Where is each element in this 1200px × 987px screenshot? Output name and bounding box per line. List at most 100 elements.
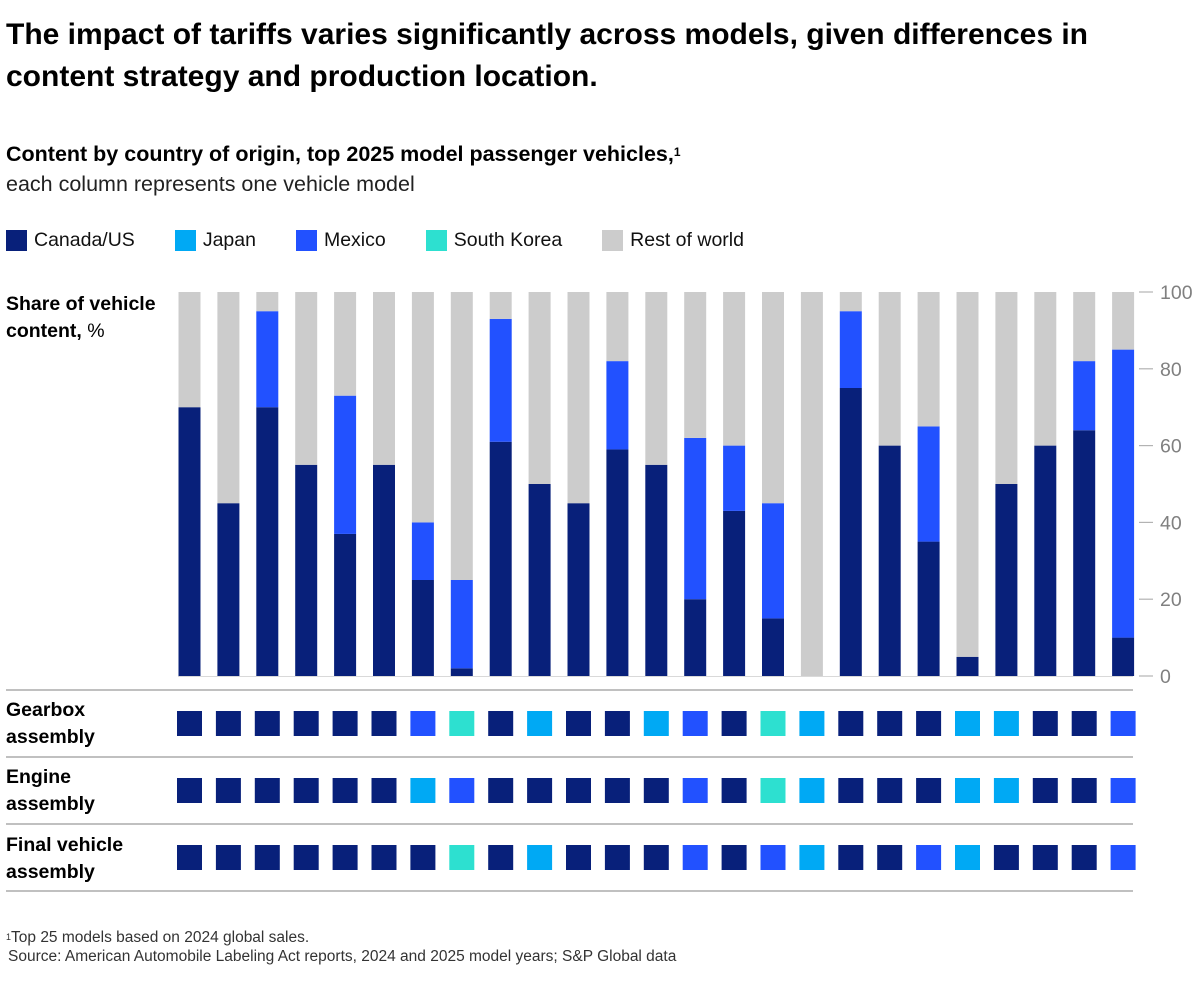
assembly-square-engine-assembly-model-3 — [254, 778, 280, 803]
assembly-square-gearbox-assembly-model-8 — [449, 711, 475, 736]
assembly-square-gearbox-assembly-model-16 — [760, 711, 786, 736]
assembly-square-gearbox-assembly-model-1 — [177, 711, 202, 736]
assembly-square-gearbox-assembly-model-21 — [955, 711, 980, 736]
assembly-square-engine-assembly-model-24 — [1071, 778, 1097, 803]
bar-rest-of-world-model-11 — [567, 292, 590, 504]
assembly-square-gearbox-assembly-model-18 — [838, 711, 864, 736]
legend-item-mexico: Mexico — [295, 229, 386, 252]
bar-canada-us-model-2 — [217, 503, 240, 676]
assembly-square-engine-assembly-model-6 — [371, 778, 397, 803]
bar-rest-of-world-model-8 — [450, 292, 473, 580]
assembly-square-final-vehicle-assembly-model-8 — [449, 845, 475, 870]
bar-rest-of-world-model-7 — [411, 292, 434, 523]
row-label-gearbox-line1: Gearbox — [6, 699, 86, 721]
assembly-square-engine-assembly-model-2 — [215, 778, 241, 803]
assembly-square-gearbox-assembly-model-19 — [877, 711, 903, 736]
assembly-square-final-vehicle-assembly-model-24 — [1071, 845, 1097, 870]
assembly-square-engine-assembly-model-9 — [488, 778, 514, 803]
assembly-square-final-vehicle-assembly-model-23 — [1032, 845, 1058, 870]
bar-canada-us-model-15 — [723, 510, 746, 676]
y-axis-unit: % — [87, 320, 105, 342]
legend-swatch-japan — [174, 229, 196, 251]
legend-swatch-canada-us — [6, 229, 27, 251]
bar-rest-of-world-model-3 — [256, 292, 279, 312]
bar-mexico-model-12 — [606, 361, 629, 450]
tick-layer: 0 20 40 60 80 100 — [1139, 282, 1193, 688]
bar-canada-us-model-18 — [839, 388, 862, 676]
y-tick-label-0: 0 — [1160, 666, 1171, 688]
assembly-square-engine-assembly-model-18 — [838, 778, 864, 803]
assembly-square-gearbox-assembly-model-20 — [916, 711, 942, 736]
row-label-engine: Engine assembly — [6, 764, 156, 818]
row-label-gearbox-line2: assembly — [6, 726, 95, 748]
chart-legend: Canada/US Japan Mexico South Korea Rest … — [6, 226, 784, 254]
assembly-square-final-vehicle-assembly-model-4 — [293, 845, 319, 870]
bar-canada-us-model-3 — [256, 407, 279, 676]
footnote-mark: 1 — [6, 932, 12, 942]
bar-canada-us-model-12 — [606, 449, 629, 676]
bar-canada-us-model-16 — [762, 618, 784, 676]
assembly-square-engine-assembly-model-22 — [993, 778, 1019, 803]
bar-layer — [178, 292, 1135, 676]
bar-canada-us-model-10 — [528, 484, 551, 676]
assembly-square-final-vehicle-assembly-model-14 — [682, 845, 708, 870]
bar-mexico-model-7 — [411, 522, 434, 580]
assembly-square-engine-assembly-model-21 — [955, 778, 980, 803]
bar-mexico-model-3 — [256, 311, 279, 408]
bar-mexico-model-9 — [489, 318, 512, 442]
assembly-square-final-vehicle-assembly-model-12 — [604, 845, 630, 870]
y-tick-label-80: 80 — [1160, 359, 1182, 381]
assembly-square-engine-assembly-model-5 — [332, 778, 358, 803]
chart-subtitle-text: Content by country of origin, top 2025 m… — [6, 142, 674, 166]
assembly-square-engine-assembly-model-19 — [877, 778, 903, 803]
assembly-square-final-vehicle-assembly-model-5 — [332, 845, 358, 870]
assembly-square-engine-assembly-model-8 — [449, 778, 475, 803]
bar-rest-of-world-model-18 — [839, 292, 862, 312]
y-tick-label-100: 100 — [1160, 282, 1193, 304]
assembly-square-engine-assembly-model-15 — [721, 778, 747, 803]
source-note: Source: American Automobile Labeling Act… — [8, 948, 677, 965]
bar-rest-of-world-model-22 — [995, 292, 1018, 484]
grid-layer — [6, 676, 1133, 892]
bar-mexico-model-5 — [334, 395, 357, 534]
bar-rest-of-world-model-4 — [295, 292, 318, 465]
bar-canada-us-model-11 — [567, 503, 590, 676]
y-tick-label-20: 20 — [1160, 589, 1182, 611]
bar-canada-us-model-23 — [1034, 445, 1057, 676]
bar-rest-of-world-model-5 — [334, 292, 357, 396]
legend-swatch-mexico — [295, 229, 317, 251]
bar-canada-us-model-7 — [411, 580, 434, 676]
bar-rest-of-world-model-9 — [489, 292, 512, 319]
assembly-square-final-vehicle-assembly-model-25 — [1110, 845, 1136, 870]
row-label-gearbox: Gearbox assembly — [6, 697, 156, 751]
assembly-square-final-vehicle-assembly-model-1 — [177, 845, 202, 870]
bar-rest-of-world-model-1 — [178, 292, 201, 408]
bar-canada-us-model-22 — [995, 484, 1018, 676]
assembly-square-engine-assembly-model-13 — [643, 778, 669, 803]
y-axis-title: Share of vehicle content, % — [6, 291, 156, 345]
footnote-text: Top 25 models based on 2024 global sales… — [11, 929, 310, 946]
y-tick-label-40: 40 — [1160, 512, 1182, 534]
legend-label-japan: Japan — [202, 228, 256, 251]
bar-mexico-model-8 — [450, 580, 473, 669]
bar-mexico-model-24 — [1073, 361, 1096, 431]
bar-rest-of-world-model-16 — [762, 292, 784, 504]
assembly-square-gearbox-assembly-model-11 — [566, 711, 591, 736]
bar-canada-us-model-1 — [178, 407, 201, 676]
row-label-final-line2: assembly — [6, 861, 95, 883]
bar-mexico-model-25 — [1112, 349, 1135, 638]
assembly-square-gearbox-assembly-model-4 — [293, 711, 319, 736]
assembly-square-final-vehicle-assembly-model-21 — [955, 845, 980, 870]
assembly-square-engine-assembly-model-4 — [293, 778, 319, 803]
assembly-square-engine-assembly-model-17 — [799, 778, 825, 803]
assembly-square-final-vehicle-assembly-model-9 — [488, 845, 514, 870]
bar-canada-us-model-24 — [1073, 430, 1096, 676]
assembly-square-gearbox-assembly-model-15 — [721, 711, 747, 736]
assembly-square-final-vehicle-assembly-model-17 — [799, 845, 825, 870]
bar-canada-us-model-20 — [917, 541, 940, 676]
bar-canada-us-model-6 — [373, 464, 395, 676]
bar-rest-of-world-model-25 — [1112, 292, 1135, 350]
assembly-square-final-vehicle-assembly-model-20 — [916, 845, 942, 870]
assembly-square-engine-assembly-model-10 — [527, 778, 553, 803]
